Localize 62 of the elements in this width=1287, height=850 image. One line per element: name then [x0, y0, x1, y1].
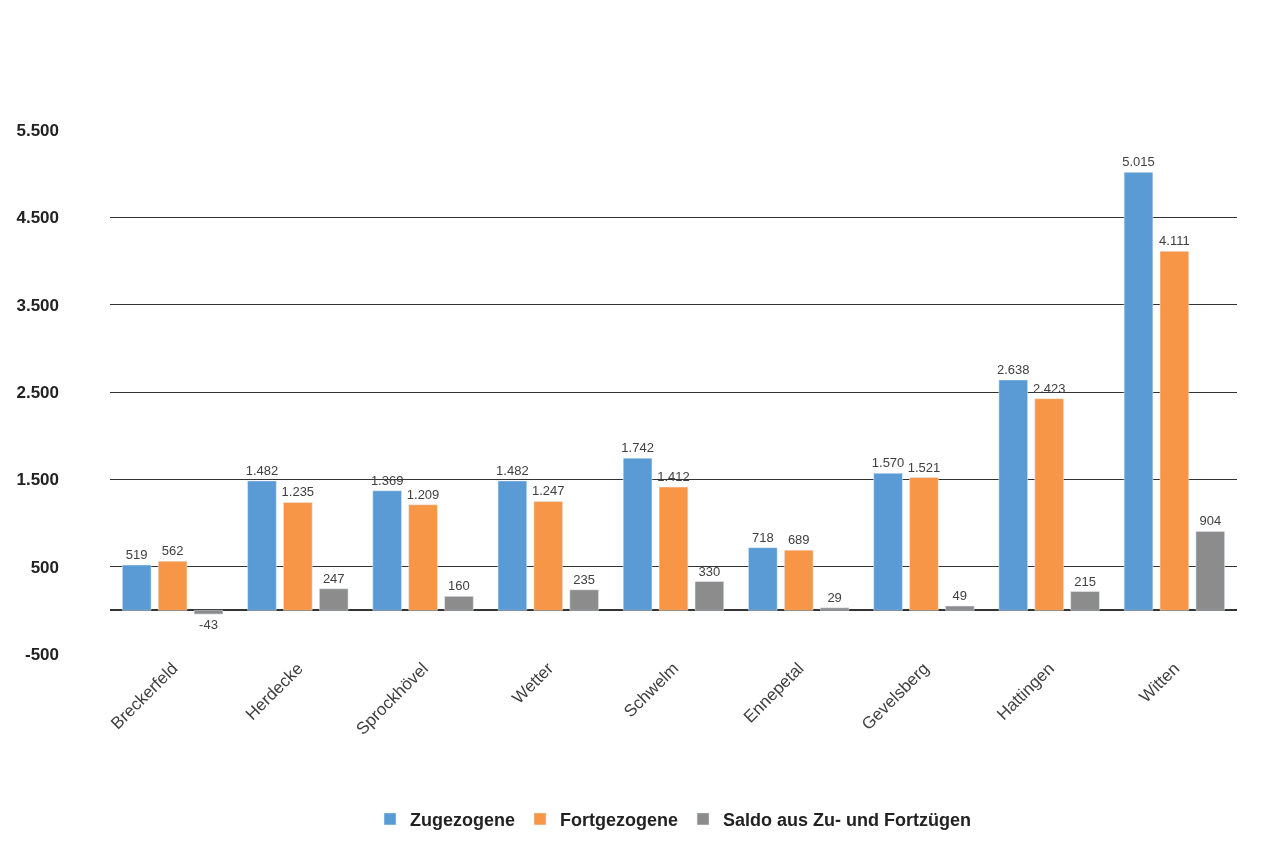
bar — [694, 581, 725, 611]
bar — [193, 610, 224, 615]
bar — [945, 605, 975, 611]
bar — [909, 477, 939, 611]
y-tick-label: 3.500 — [16, 295, 59, 315]
bar — [1070, 591, 1100, 611]
data-label: 160 — [448, 578, 470, 594]
bar — [122, 564, 152, 611]
data-label: 1.742 — [621, 440, 654, 456]
data-label: 4.111 — [1159, 233, 1190, 249]
bar — [820, 607, 850, 611]
bar — [533, 501, 563, 611]
bar — [372, 490, 402, 611]
legend-label: Fortgezogene — [560, 809, 679, 830]
bar — [658, 486, 689, 611]
data-label: 2.638 — [997, 361, 1030, 377]
y-tick-label: 4.500 — [16, 208, 59, 228]
legend-label: Zugezogene — [410, 809, 516, 830]
data-label: 1.209 — [406, 486, 440, 502]
data-label: 330 — [698, 563, 721, 579]
data-label: 689 — [787, 532, 810, 548]
y-tick-label: 500 — [30, 557, 59, 577]
bar — [569, 589, 599, 611]
bar — [622, 457, 653, 611]
bar — [1195, 531, 1225, 611]
bar — [158, 561, 188, 611]
data-label: 904 — [1199, 513, 1222, 529]
y-tick-label: 2.500 — [16, 382, 59, 402]
data-label: 49 — [952, 588, 968, 604]
data-label: 235 — [573, 571, 596, 587]
bar — [247, 480, 277, 611]
data-label: 562 — [161, 543, 184, 559]
y-tick-label: -500 — [24, 644, 59, 664]
data-label: 718 — [751, 529, 774, 545]
data-label: 1.570 — [871, 455, 905, 471]
legend-label: Saldo aus Zu- und Fortzügen — [723, 809, 972, 830]
y-tick-label: 1.500 — [16, 470, 59, 490]
bar — [873, 472, 903, 611]
bar — [408, 504, 438, 611]
bar — [784, 549, 814, 611]
data-label: 5.015 — [1122, 154, 1155, 170]
y-tick-label: 5.500 — [16, 120, 59, 140]
data-label: 1.482 — [245, 462, 279, 478]
data-label: -43 — [199, 617, 218, 633]
data-label: 1.235 — [281, 484, 315, 500]
data-label: 1.247 — [532, 483, 565, 499]
data-label: 29 — [827, 589, 842, 605]
bar — [1034, 398, 1064, 611]
data-label: 215 — [1074, 573, 1096, 589]
data-label: 1.521 — [907, 459, 941, 475]
bar — [444, 596, 474, 611]
bar — [748, 547, 778, 611]
data-label: 1.482 — [496, 462, 529, 478]
bar — [1159, 251, 1189, 611]
bar — [319, 588, 349, 611]
data-label: 2.423 — [1032, 380, 1066, 396]
bar — [998, 379, 1028, 611]
data-label: 247 — [322, 570, 345, 586]
bar — [497, 480, 527, 611]
bar — [1123, 172, 1154, 611]
bar — [283, 502, 313, 611]
data-label: 519 — [125, 547, 148, 563]
